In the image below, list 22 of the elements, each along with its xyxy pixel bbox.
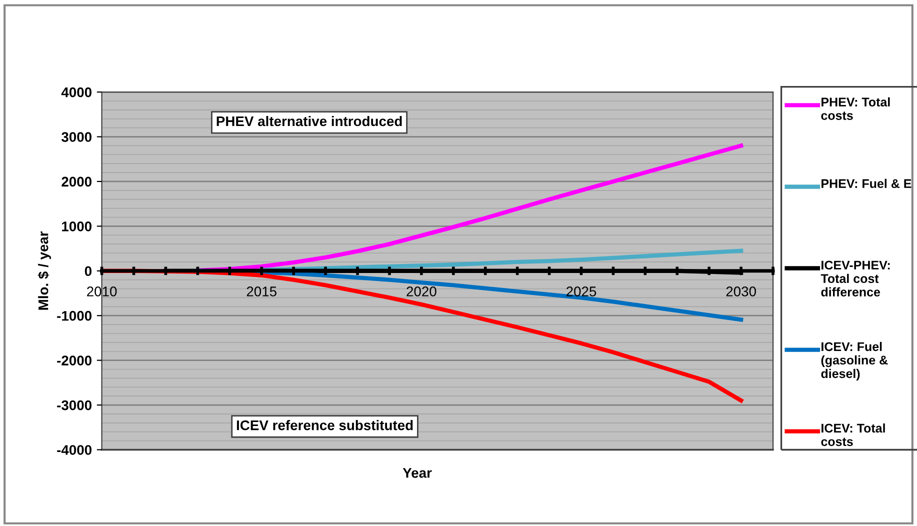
y-tick-label: 0 <box>84 266 92 276</box>
x-tick-label: 2030 <box>726 286 756 296</box>
y-tick-label: 2000 <box>62 176 92 187</box>
x-tick-label: 2020 <box>406 286 436 296</box>
y-tick-label: -4000 <box>57 445 92 455</box>
y-tick-label: 3000 <box>61 132 92 142</box>
legend-label: ICEV: Fuel (gasoline & diesel) <box>821 342 888 381</box>
x-axis-title: Year <box>402 468 432 478</box>
y-axis-title: Mlo. $ / year <box>38 231 51 310</box>
legend-label: PHEV: Total costs <box>821 97 890 120</box>
legend-label: PHEV: Fuel & E <box>822 178 912 188</box>
y-tick-label: -1000 <box>57 310 92 321</box>
y-tick-label: -2000 <box>57 356 92 366</box>
legend-label: ICEV: Total costs <box>821 423 885 446</box>
legend-label: ICEV-PHEV: Total cost difference <box>820 260 890 296</box>
x-tick-label: 2025 <box>566 286 596 296</box>
annotation: PHEV alternative introduced <box>216 116 402 126</box>
annotation: ICEV reference substituted <box>236 420 413 430</box>
y-tick-label: -3000 <box>57 400 92 410</box>
y-tick-label: 4000 <box>61 87 92 98</box>
y-tick-label: 1000 <box>62 222 92 232</box>
x-tick-label: 2015 <box>246 286 276 296</box>
